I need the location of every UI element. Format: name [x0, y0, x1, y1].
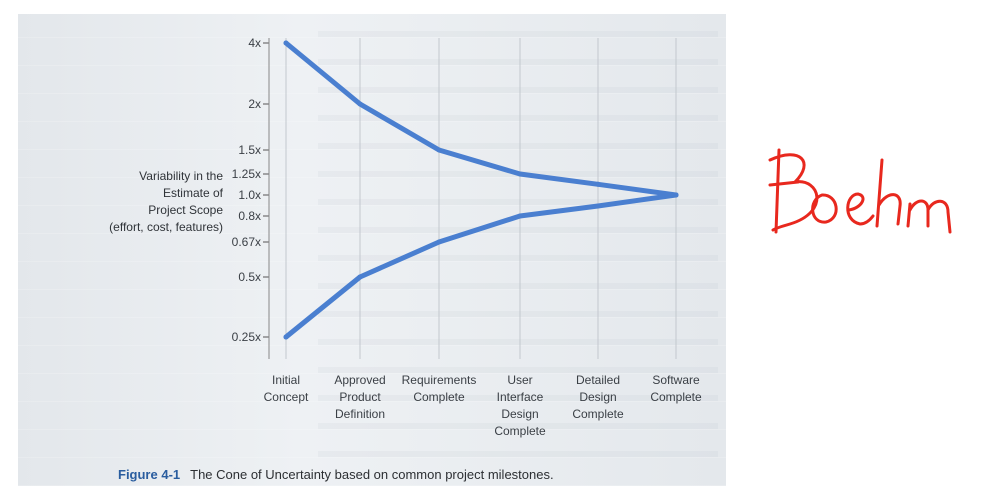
upper-bound-line [283, 40, 679, 198]
x-category-label: Complete [413, 390, 465, 404]
y-axis-label: Variability in the [139, 169, 223, 183]
y-tick-label: 0.8x [238, 209, 261, 223]
x-category-label: Complete [494, 424, 546, 438]
x-category-label: Initial [272, 373, 300, 387]
x-category-label: Concept [264, 390, 309, 404]
y-axis-label: Project Scope [148, 203, 223, 217]
data-point [595, 181, 601, 187]
cone-of-uncertainty-chart: 4x 2x 1.5x 1.25x 1.0x 0.8x 0.67x 0.5x 0.25x Varia… [109, 31, 718, 457]
data-point [517, 171, 523, 177]
data-point [673, 192, 679, 198]
data-point [283, 334, 289, 340]
lower-bound-line [283, 192, 679, 340]
data-point [595, 203, 601, 209]
y-tick-label: 0.5x [238, 270, 261, 284]
data-point [283, 40, 289, 46]
x-category-label: Approved [334, 373, 385, 387]
y-tick-label: 4x [248, 36, 261, 50]
data-point [436, 239, 442, 245]
x-category-label: Interface [497, 390, 544, 404]
x-category-label: Definition [335, 407, 385, 421]
data-point [357, 274, 363, 280]
x-category-label: User [507, 373, 532, 387]
data-point [357, 101, 363, 107]
x-category-label: Complete [650, 390, 702, 404]
y-tick-label: 0.67x [232, 235, 261, 249]
x-category-label: Detailed [576, 373, 620, 387]
y-axis-label: (effort, cost, features) [109, 220, 223, 234]
x-category-label: Product [339, 390, 381, 404]
y-tick-label: 0.25x [232, 330, 261, 344]
x-category-label: Complete [572, 407, 624, 421]
y-tick-label: 1.0x [238, 188, 261, 202]
data-point [517, 213, 523, 219]
figure-caption-text: The Cone of Uncertainty based on common … [190, 467, 554, 482]
y-axis-label: Estimate of [163, 186, 224, 200]
figure-panel: 4x 2x 1.5x 1.25x 1.0x 0.8x 0.67x 0.5x 0.25x Varia… [18, 14, 726, 486]
figure-caption: Figure 4-1 The Cone of Uncertainty based … [118, 467, 554, 482]
y-tick-label: 2x [248, 97, 261, 111]
y-tick-label: 1.5x [238, 143, 261, 157]
y-tick-label: 1.25x [232, 167, 261, 181]
x-category-label: Requirements [402, 373, 477, 387]
figure-label: Figure 4-1 [118, 467, 181, 482]
x-category-label: Design [579, 390, 616, 404]
x-category-label: Software [652, 373, 700, 387]
data-point [436, 147, 442, 153]
x-category-label: Design [501, 407, 538, 421]
